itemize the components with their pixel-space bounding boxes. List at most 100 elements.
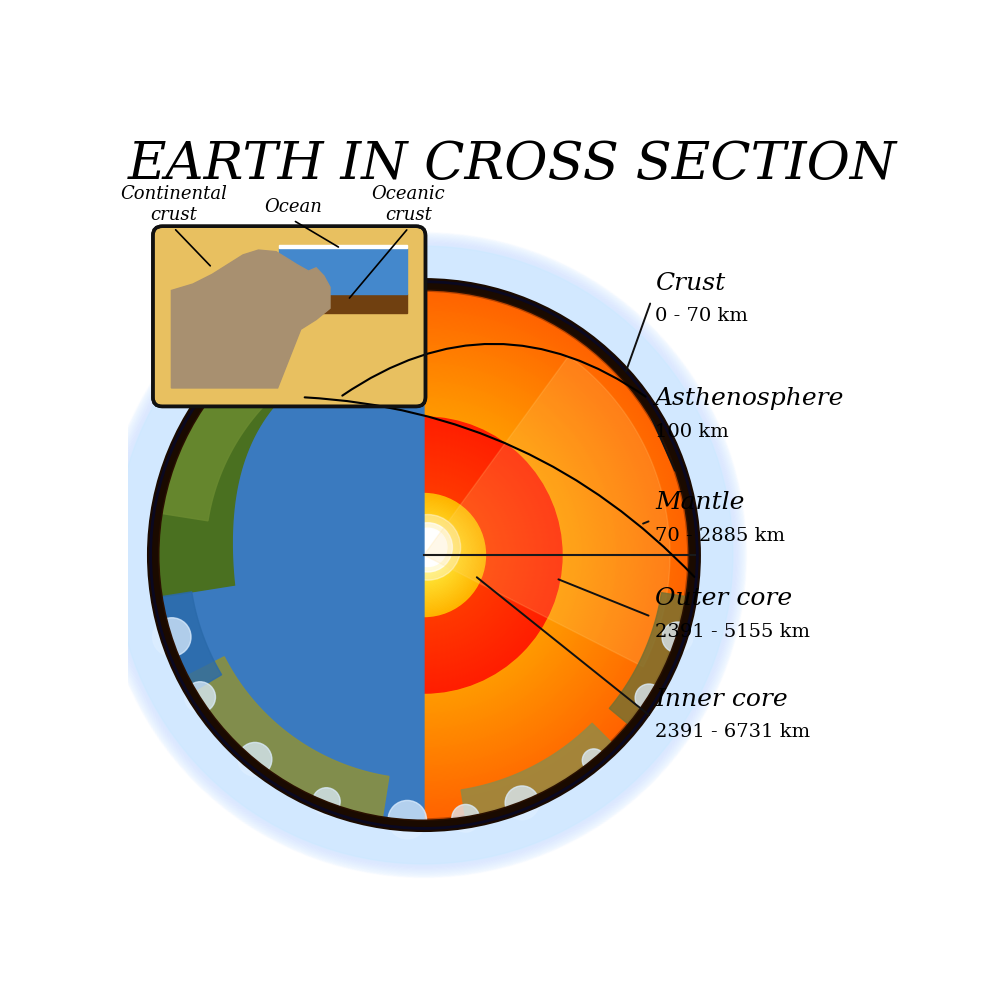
Circle shape [306, 437, 542, 673]
Circle shape [153, 284, 695, 826]
Circle shape [335, 466, 513, 644]
Circle shape [402, 533, 446, 577]
Circle shape [421, 553, 426, 558]
Circle shape [414, 545, 434, 565]
Circle shape [377, 508, 471, 602]
Circle shape [172, 303, 676, 807]
Circle shape [394, 525, 454, 585]
Circle shape [396, 527, 452, 583]
Circle shape [327, 458, 521, 652]
Circle shape [416, 547, 432, 563]
Circle shape [343, 474, 505, 636]
Text: Oceanic
crust: Oceanic crust [372, 185, 445, 224]
Text: Mantle: Mantle [655, 491, 744, 514]
Circle shape [379, 510, 469, 600]
Circle shape [319, 451, 528, 660]
Circle shape [390, 521, 458, 589]
Circle shape [388, 519, 460, 591]
Circle shape [188, 319, 660, 791]
Text: Outer core: Outer core [655, 587, 792, 610]
Circle shape [235, 366, 613, 744]
Circle shape [230, 361, 618, 749]
Circle shape [399, 530, 449, 580]
Circle shape [324, 455, 524, 655]
Circle shape [329, 461, 518, 650]
Circle shape [227, 358, 621, 752]
Circle shape [341, 472, 507, 638]
Circle shape [238, 369, 610, 741]
Circle shape [349, 480, 499, 630]
FancyBboxPatch shape [153, 226, 425, 406]
Circle shape [322, 453, 526, 657]
Circle shape [361, 492, 487, 618]
Circle shape [308, 439, 540, 671]
Circle shape [361, 492, 487, 618]
Circle shape [393, 524, 455, 586]
Circle shape [259, 390, 589, 720]
Circle shape [177, 308, 671, 802]
Circle shape [400, 531, 448, 579]
Circle shape [298, 429, 550, 681]
Circle shape [404, 535, 444, 575]
Circle shape [345, 476, 503, 634]
Circle shape [364, 495, 484, 615]
Polygon shape [156, 297, 356, 521]
Circle shape [267, 398, 581, 712]
Circle shape [409, 528, 447, 566]
Circle shape [410, 541, 438, 569]
Circle shape [248, 379, 600, 731]
Circle shape [423, 554, 425, 556]
Circle shape [365, 496, 483, 614]
Circle shape [357, 488, 491, 622]
Circle shape [345, 476, 503, 634]
Circle shape [206, 337, 642, 773]
Circle shape [332, 463, 516, 647]
Circle shape [308, 440, 539, 671]
Circle shape [211, 342, 637, 768]
Circle shape [295, 426, 553, 684]
Circle shape [403, 534, 445, 576]
Circle shape [358, 489, 490, 621]
Circle shape [377, 508, 471, 602]
Circle shape [505, 786, 539, 820]
Circle shape [333, 464, 515, 646]
Circle shape [419, 550, 429, 560]
Circle shape [403, 523, 452, 572]
Circle shape [403, 534, 445, 576]
Circle shape [277, 408, 571, 702]
Circle shape [198, 329, 650, 781]
Circle shape [372, 503, 476, 607]
Circle shape [209, 340, 639, 770]
Circle shape [396, 527, 452, 583]
Circle shape [398, 529, 450, 581]
Circle shape [380, 511, 468, 599]
Circle shape [348, 479, 500, 631]
Circle shape [269, 400, 579, 710]
Circle shape [419, 550, 429, 560]
Circle shape [366, 497, 482, 613]
Text: 70 - 2885 km: 70 - 2885 km [655, 527, 785, 545]
Circle shape [421, 552, 427, 558]
Circle shape [383, 514, 465, 596]
Circle shape [356, 487, 492, 623]
Circle shape [201, 332, 647, 778]
Circle shape [391, 522, 457, 588]
Text: 2391 - 5155 km: 2391 - 5155 km [655, 623, 810, 641]
Circle shape [287, 419, 560, 692]
Circle shape [385, 516, 463, 594]
Circle shape [381, 512, 467, 598]
Circle shape [418, 549, 430, 561]
Circle shape [406, 537, 442, 573]
Circle shape [420, 551, 428, 559]
Circle shape [344, 276, 390, 322]
Circle shape [400, 531, 448, 579]
Circle shape [151, 282, 697, 828]
Circle shape [232, 363, 616, 747]
Circle shape [256, 387, 592, 723]
Circle shape [407, 538, 441, 572]
Circle shape [398, 529, 450, 581]
Circle shape [418, 549, 430, 561]
Circle shape [311, 442, 537, 668]
Circle shape [306, 437, 542, 673]
Circle shape [264, 395, 584, 715]
